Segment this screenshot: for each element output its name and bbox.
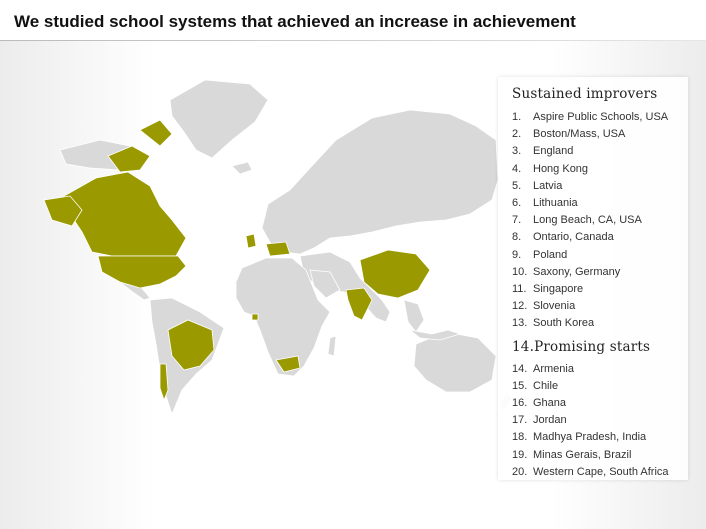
highlight-alaska <box>43 195 83 227</box>
highlighted-regions <box>43 119 431 402</box>
list-item: 4. Hong Kong <box>512 162 589 175</box>
highlight-south-africa <box>275 355 301 373</box>
list-item: 8. Ontario, Canada <box>512 231 614 244</box>
greenland <box>169 79 269 159</box>
arabian-peninsula <box>309 269 341 299</box>
list-item: 18. Madhya Pradesh, India <box>512 431 647 444</box>
title-divider <box>0 40 706 41</box>
madagascar <box>327 335 337 357</box>
highlight-canada <box>63 171 187 257</box>
list-item: 13. South Korea <box>512 317 595 330</box>
promising-starts-list: 14. Armenia 15. Chile 16. Ghana 17. Jordan 1… <box>512 361 688 481</box>
highlight-north-islands <box>139 119 173 147</box>
europe-russia <box>261 109 499 255</box>
list-item: 17. Jordan <box>512 414 567 427</box>
highlight-india <box>345 287 373 321</box>
sustained-improvers-heading: Sustained improvers <box>512 86 658 102</box>
sustained-improvers-list: 1. Aspire Public Schools, USA 2. Boston/Ma… <box>512 109 688 333</box>
page-title: We studied school systems that achieved … <box>14 12 576 31</box>
highlight-poland <box>265 241 291 257</box>
list-item: 7. Long Beach, CA, USA <box>512 214 642 227</box>
list-item: 19. Minas Gerais, Brazil <box>512 448 632 461</box>
promising-starts-heading: 14.Promising starts <box>512 338 651 355</box>
legend-panel: Sustained improvers 1. Aspire Public Scho… <box>498 77 688 480</box>
list-item: 6. Lithuania <box>512 197 578 210</box>
highlight-arctic-islands <box>107 145 151 173</box>
highlight-usa <box>97 255 187 289</box>
southeast-asia <box>403 299 425 333</box>
list-item: 14. Armenia <box>512 362 574 375</box>
highlight-lithuania-latvia <box>245 233 257 249</box>
land-masses <box>59 79 513 416</box>
list-item: 12. Slovenia <box>512 300 576 313</box>
list-item: 3. England <box>512 145 574 158</box>
list-item: 2. Boston/Mass, USA <box>512 128 626 141</box>
list-item: 10. Saxony, Germany <box>512 265 621 278</box>
highlight-china <box>359 249 431 299</box>
highlight-ghana <box>251 313 259 321</box>
list-item: 9. Poland <box>512 248 568 261</box>
highlight-chile <box>159 363 169 402</box>
australia <box>413 331 497 393</box>
list-item: 5. Latvia <box>512 179 563 192</box>
list-item: 15. Chile <box>512 379 559 392</box>
indonesia <box>409 329 462 341</box>
list-item: 1. Aspire Public Schools, USA <box>512 111 669 123</box>
africa <box>235 257 331 377</box>
iceland <box>231 161 253 175</box>
list-item: 11. Singapore <box>512 283 584 296</box>
list-item: 16. Ghana <box>512 397 567 410</box>
highlight-brazil <box>167 319 215 371</box>
list-item: 20. Western Cape, South Africa <box>512 465 669 478</box>
